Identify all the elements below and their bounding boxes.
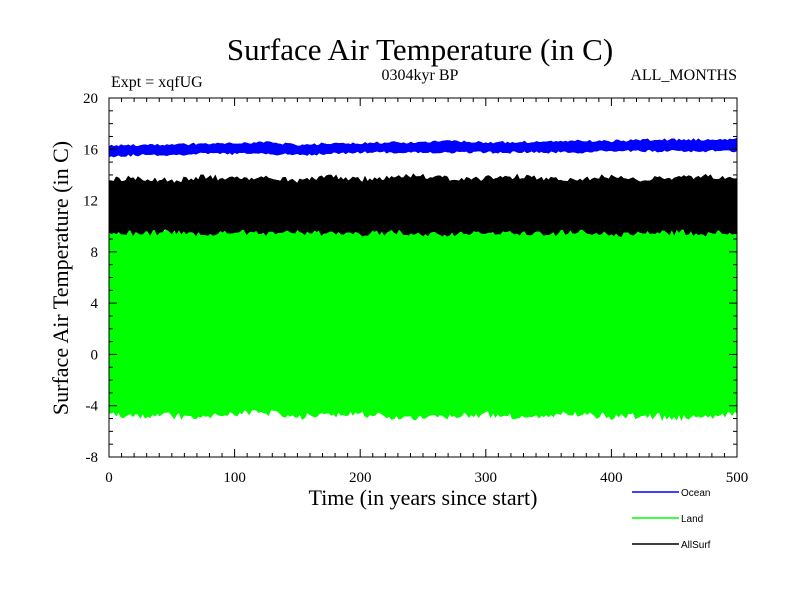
series-land-lower-line bbox=[108, 408, 738, 421]
legend-item-allsurf: AllSurf bbox=[632, 540, 711, 551]
y-tick-label: 20 bbox=[83, 91, 98, 107]
x-tick-label: 400 bbox=[600, 470, 623, 486]
x-tick-label: 500 bbox=[726, 470, 749, 486]
y-tick-label: 16 bbox=[83, 142, 99, 158]
series-ocean-lower-line bbox=[108, 148, 738, 158]
chart-title: Surface Air Temperature (in C) bbox=[227, 32, 613, 67]
series-allsurf bbox=[108, 173, 738, 237]
series-allsurf-upper-line bbox=[108, 173, 738, 185]
months-label: ALL_MONTHS bbox=[630, 67, 737, 84]
legend-label: AllSurf bbox=[681, 540, 711, 551]
plot-layer bbox=[108, 98, 738, 457]
experiment-label: Expt = xqfUG bbox=[111, 74, 203, 91]
legend-item-land: Land bbox=[632, 514, 703, 525]
x-tick-label: 100 bbox=[223, 470, 246, 486]
y-tick-label: 4 bbox=[91, 296, 99, 312]
y-tick-label: -8 bbox=[86, 450, 99, 466]
y-axis-label: Surface Air Temperature (in C) bbox=[48, 141, 73, 415]
series-ocean bbox=[108, 137, 738, 158]
x-axis-label: Time (in years since start) bbox=[309, 485, 538, 510]
legend-label: Land bbox=[681, 514, 703, 525]
y-tick-label: 0 bbox=[91, 347, 99, 363]
series-allsurf-lower-line bbox=[108, 227, 738, 237]
series-ocean-upper-line bbox=[108, 138, 738, 148]
y-tick-label: 12 bbox=[83, 194, 98, 210]
series-land bbox=[108, 221, 738, 421]
axis-layer: 0 100 200 300 400 500 -8 -4 0 4 8 12 16 20 bbox=[83, 91, 748, 486]
y-tick-label: 8 bbox=[91, 245, 99, 261]
series-land-band bbox=[108, 221, 738, 421]
legend: Ocean Land AllSurf bbox=[632, 488, 711, 551]
x-tick-label: 300 bbox=[475, 470, 498, 486]
legend-item-ocean: Ocean bbox=[632, 488, 710, 499]
legend-label: Ocean bbox=[681, 488, 710, 499]
y-tick-label: -4 bbox=[86, 399, 99, 415]
x-tick-label: 0 bbox=[105, 470, 113, 486]
x-tick-label: 200 bbox=[349, 470, 372, 486]
series-allsurf-band bbox=[108, 173, 738, 237]
chart-subtitle: 0304kyr BP bbox=[382, 67, 459, 84]
